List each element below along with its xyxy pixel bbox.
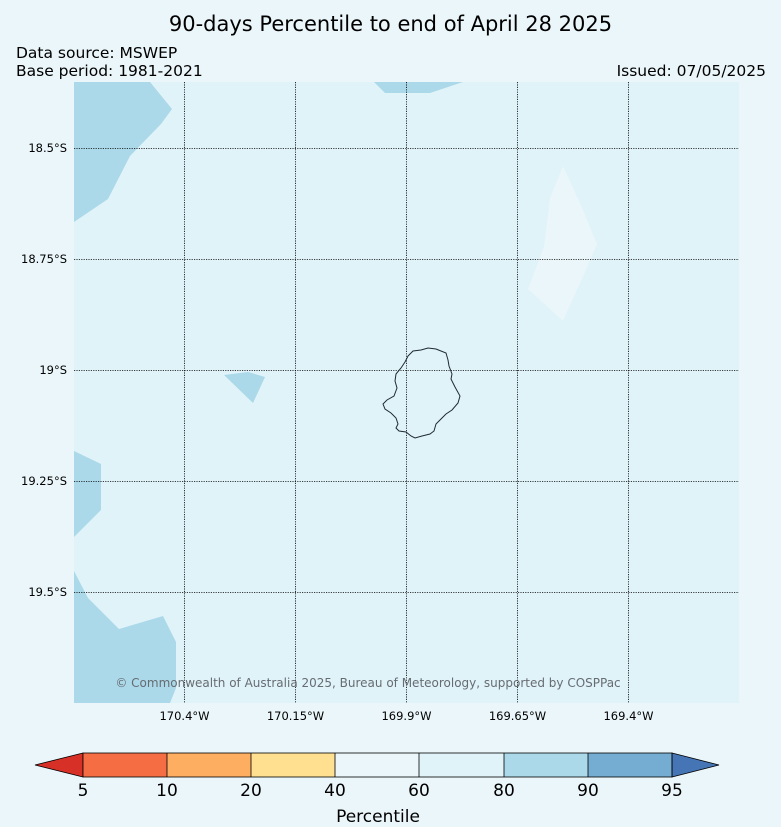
lat-tick-label: 18.5°S — [28, 141, 67, 155]
region-80-90-north — [374, 82, 463, 93]
region-80-90-northwest — [74, 82, 172, 222]
map-panel: © Commonwealth of Australia 2025, Bureau… — [74, 82, 739, 703]
lat-tick-label: 19°S — [39, 363, 67, 377]
gridlines — [74, 82, 739, 703]
colorbar-tick-label: 40 — [324, 781, 346, 801]
data-source: Data source: MSWEP — [16, 44, 178, 62]
colorbar-tick-label: 80 — [493, 781, 515, 801]
colorbar-outline — [82, 752, 673, 778]
longitude-ticks: 170.4°W 170.15°W 169.9°W 169.65°W 169.4°… — [159, 709, 653, 723]
colorbar-segment — [167, 753, 251, 777]
colorbar-extend-low — [34, 752, 84, 778]
region-80-90-small — [224, 372, 265, 403]
colorbar-tick-label: 95 — [661, 781, 683, 801]
lon-tick-label: 169.65°W — [489, 709, 546, 723]
colorbar-title: Percentile — [336, 807, 420, 827]
region-40-60-east — [528, 166, 597, 321]
colorbar-segment — [504, 753, 588, 777]
lon-tick-label: 169.4°W — [603, 709, 653, 723]
island-coastline — [382, 347, 461, 439]
region-80-90-southwest — [74, 571, 176, 703]
lon-tick-label: 170.4°W — [159, 709, 209, 723]
colorbar: 5 10 20 40 60 80 90 95 Percentile — [34, 752, 720, 827]
colorbar-extend-high — [671, 752, 720, 778]
colorbar-tick-label: 20 — [240, 781, 262, 801]
lon-tick-label: 170.15°W — [267, 709, 324, 723]
colorbar-segment — [335, 753, 419, 777]
issued-date: Issued: 07/05/2025 — [616, 62, 766, 80]
colorbar-tick-label: 5 — [78, 781, 89, 801]
region-80-90-west — [74, 451, 101, 537]
colorbar-tick-label: 60 — [408, 781, 430, 801]
colorbar-tick-label: 10 — [156, 781, 178, 801]
chart-title: 90-days Percentile to end of April 28 20… — [168, 12, 613, 36]
colorbar-segment — [251, 753, 335, 777]
colorbar-dividers — [166, 753, 589, 777]
copyright-notice: © Commonwealth of Australia 2025, Bureau… — [115, 676, 620, 690]
colorbar-segment — [588, 753, 672, 777]
colorbar-segment — [83, 753, 167, 777]
lat-tick-label: 18.75°S — [21, 252, 67, 266]
lat-tick-label: 19.25°S — [21, 474, 67, 488]
base-period: Base period: 1981-2021 — [16, 62, 203, 80]
lat-tick-label: 19.5°S — [28, 585, 67, 599]
colorbar-segment — [419, 753, 504, 777]
latitude-ticks: 18.5°S 18.75°S 19°S 19.25°S 19.5°S — [21, 141, 67, 599]
lon-tick-label: 169.9°W — [381, 709, 431, 723]
colorbar-tick-label: 90 — [577, 781, 599, 801]
